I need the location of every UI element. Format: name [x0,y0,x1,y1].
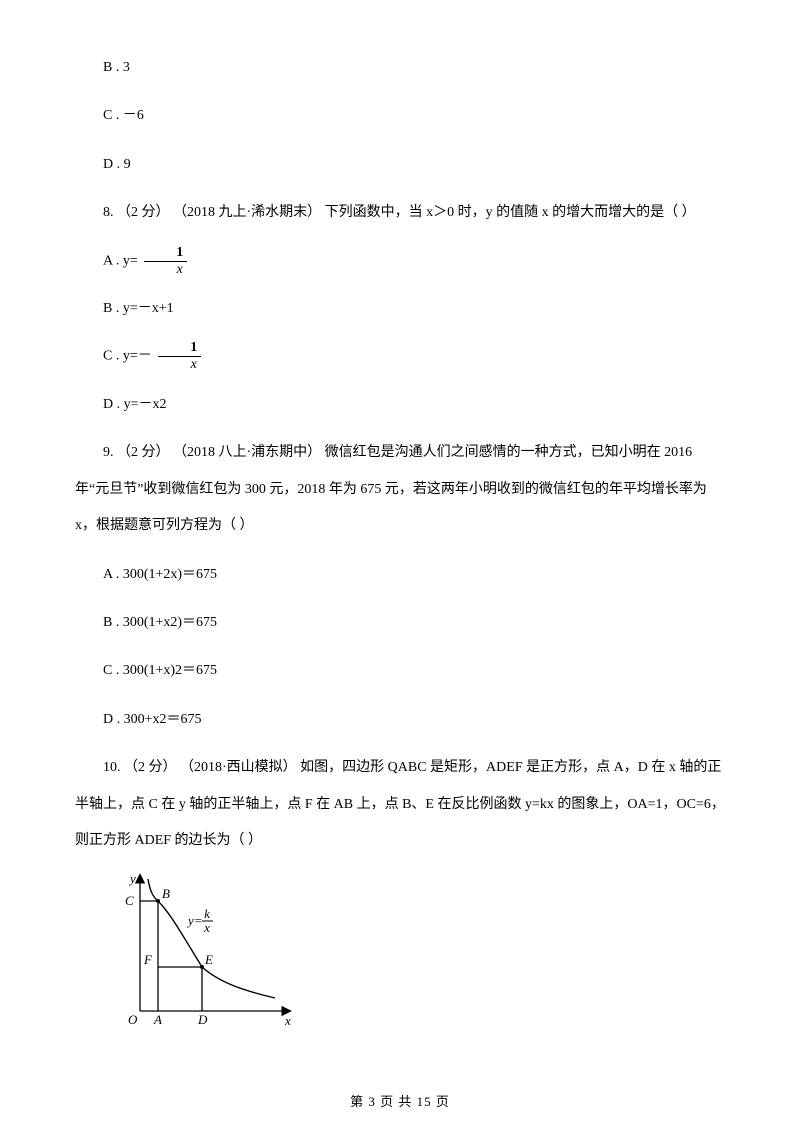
label-A: A [153,1012,162,1027]
curve-label-prefix: y= [186,913,203,928]
q8-opt-a: A . y= 1 x [75,246,725,278]
q9-opt-c: C . 300(1+x)2＝675 [75,653,725,689]
frac-num: 1 [158,341,201,357]
q10-figure: y x C B F E O A D y= k x [110,871,725,1031]
opt-prev-c: C . －6 [75,98,725,134]
q8-opt-a-prefix: A . y= [103,253,138,268]
q8-opt-d: D . y=－x2 [75,387,725,423]
opt-prev-b: B . 3 [75,50,725,86]
label-O: O [128,1012,138,1027]
label-C: C [125,893,134,908]
q8-opt-b: B . y=－x+1 [75,291,725,327]
q9-opt-b: B . 300(1+x2)＝675 [75,605,725,641]
q9-stem: 9. （2 分） （2018 八上·浦东期中） 微信红包是沟通人们之间感情的一种… [75,435,725,544]
frac-den: x [158,357,201,372]
curve-label-den: x [203,920,210,935]
q9-opt-a: A . 300(1+2x)＝675 [75,557,725,593]
curve-label-num: k [204,906,210,921]
q9-opt-d: D . 300+x2＝675 [75,702,725,738]
label-F: F [143,952,153,967]
label-y: y [128,871,136,886]
frac-den: x [144,262,187,277]
label-D: D [197,1012,208,1027]
q10-stem: 10. （2 分） （2018·西山模拟） 如图，四边形 QABC 是矩形，AD… [75,750,725,859]
page-footer: 第 3 页 共 15 页 [0,1091,800,1110]
q8-stem: 8. （2 分） （2018 九上·浠水期末） 下列函数中，当 x＞0 时，y … [75,195,725,231]
opt-prev-d: D . 9 [75,147,725,183]
label-B: B [162,886,170,901]
label-E: E [204,952,213,967]
page-current: 3 [368,1094,376,1109]
page-total: 15 [417,1094,432,1109]
fraction-icon: 1 x [144,246,187,277]
frac-num: 1 [144,246,187,262]
q8-opt-c: C . y=－ 1 x [75,341,725,373]
label-x: x [284,1013,291,1028]
fraction-icon: 1 x [158,341,201,372]
q8-opt-c-prefix: C . y=－ [103,349,152,364]
graph-svg: y x C B F E O A D y= k x [110,871,300,1031]
